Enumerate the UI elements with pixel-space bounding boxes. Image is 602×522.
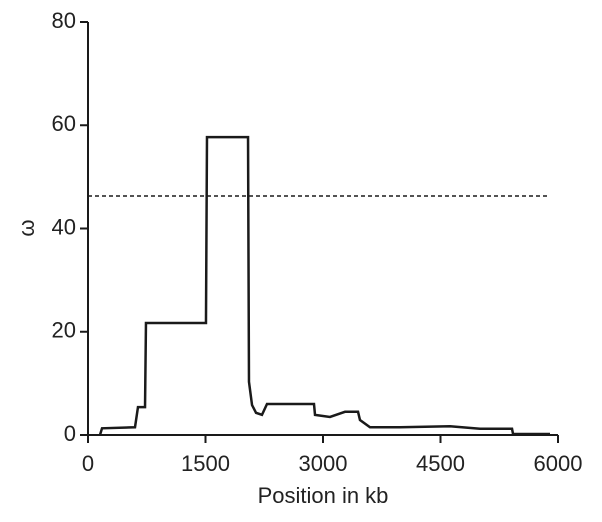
y-tick-label: 60 bbox=[52, 111, 76, 136]
x-tick-label: 3000 bbox=[299, 451, 348, 476]
x-tick-label: 6000 bbox=[534, 451, 583, 476]
x-axis-label: Position in kb bbox=[258, 483, 389, 508]
y-tick-label: 80 bbox=[52, 8, 76, 33]
x-tick-label: 1500 bbox=[181, 451, 230, 476]
x-tick-label: 0 bbox=[82, 451, 94, 476]
y-tick-label: 0 bbox=[64, 421, 76, 446]
y-tick-label: 20 bbox=[52, 318, 76, 343]
x-tick-label: 4500 bbox=[416, 451, 465, 476]
y-tick-label: 40 bbox=[52, 214, 76, 239]
data-line bbox=[98, 135, 551, 436]
y-axis-label: ω bbox=[14, 219, 39, 236]
